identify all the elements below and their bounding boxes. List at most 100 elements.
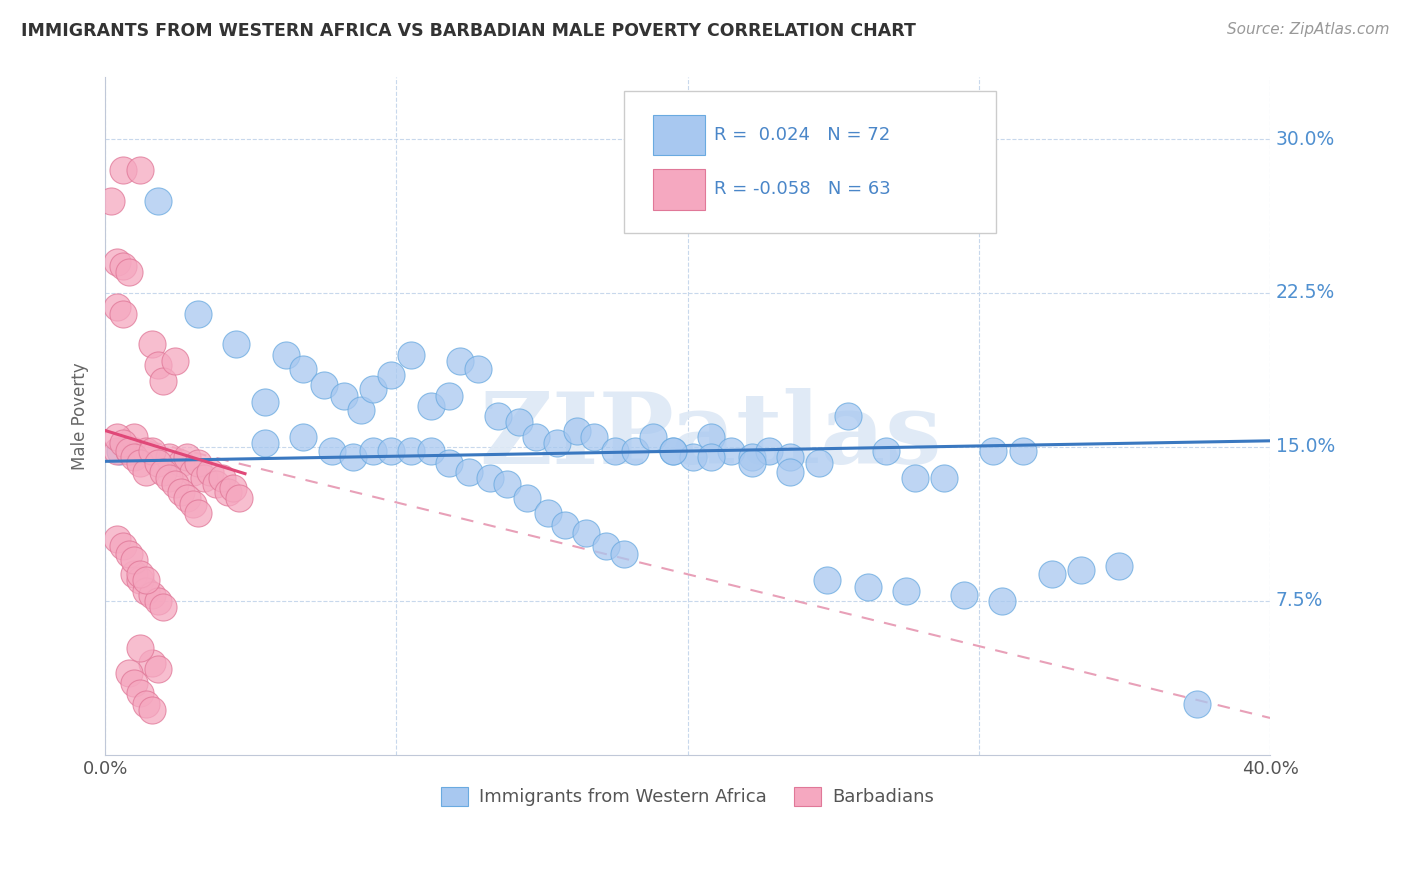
Point — [129, 567, 152, 582]
Point — [662, 444, 685, 458]
Legend: Immigrants from Western Africa, Barbadians: Immigrants from Western Africa, Barbadia… — [434, 780, 941, 814]
Point — [274, 348, 297, 362]
Point — [953, 588, 976, 602]
Point — [1070, 563, 1092, 577]
Point — [152, 600, 174, 615]
Point — [682, 450, 704, 465]
Point — [117, 547, 139, 561]
Point — [176, 491, 198, 506]
Point — [193, 471, 215, 485]
Point — [117, 444, 139, 458]
Point — [187, 456, 209, 470]
Point — [187, 306, 209, 320]
Point — [135, 574, 157, 588]
Text: IMMIGRANTS FROM WESTERN AFRICA VS BARBADIAN MALE POVERTY CORRELATION CHART: IMMIGRANTS FROM WESTERN AFRICA VS BARBAD… — [21, 22, 915, 40]
Point — [478, 471, 501, 485]
Point — [129, 162, 152, 177]
Point — [741, 456, 763, 470]
Point — [100, 194, 122, 208]
Point — [105, 533, 128, 547]
Point — [170, 485, 193, 500]
Point — [595, 539, 617, 553]
Point — [399, 444, 422, 458]
Point — [141, 444, 163, 458]
Point — [613, 547, 636, 561]
Point — [254, 394, 277, 409]
Point — [1187, 697, 1209, 711]
Point — [217, 485, 239, 500]
Point — [105, 301, 128, 315]
Point — [624, 444, 647, 458]
Point — [124, 553, 146, 567]
Point — [546, 435, 568, 450]
Text: 15.0%: 15.0% — [1275, 437, 1336, 457]
Text: 7.5%: 7.5% — [1275, 591, 1323, 610]
Point — [524, 430, 547, 444]
Point — [399, 348, 422, 362]
Point — [105, 430, 128, 444]
Point — [129, 456, 152, 470]
Point — [141, 703, 163, 717]
Point — [508, 415, 530, 429]
Point — [105, 444, 128, 458]
Point — [894, 583, 917, 598]
Point — [437, 389, 460, 403]
Point — [146, 194, 169, 208]
Point — [187, 506, 209, 520]
Point — [129, 574, 152, 588]
Point — [342, 450, 364, 465]
FancyBboxPatch shape — [624, 91, 997, 233]
Point — [700, 430, 723, 444]
Y-axis label: Male Poverty: Male Poverty — [72, 362, 89, 470]
Point — [129, 641, 152, 656]
Point — [779, 465, 801, 479]
Point — [124, 450, 146, 465]
Point — [222, 481, 245, 495]
Point — [146, 662, 169, 676]
Point — [111, 260, 134, 274]
Point — [361, 444, 384, 458]
Point — [135, 583, 157, 598]
Point — [516, 491, 538, 506]
Point — [157, 471, 180, 485]
Point — [117, 444, 139, 458]
Point — [181, 465, 204, 479]
Point — [554, 518, 576, 533]
Point — [111, 539, 134, 553]
Point — [105, 255, 128, 269]
Point — [312, 378, 335, 392]
Point — [108, 444, 131, 458]
Point — [815, 574, 838, 588]
Point — [467, 362, 489, 376]
Point — [111, 306, 134, 320]
Point — [141, 588, 163, 602]
Point — [420, 399, 443, 413]
Point — [603, 444, 626, 458]
Point — [211, 471, 233, 485]
Point — [124, 430, 146, 444]
Point — [1040, 567, 1063, 582]
Point — [111, 435, 134, 450]
Point — [496, 477, 519, 491]
Point — [181, 498, 204, 512]
Text: ZIPatlas: ZIPatlas — [479, 388, 942, 485]
Point — [198, 465, 221, 479]
Point — [135, 444, 157, 458]
Point — [450, 353, 472, 368]
Point — [165, 353, 187, 368]
Point — [420, 444, 443, 458]
Point — [720, 444, 742, 458]
Point — [932, 471, 955, 485]
Point — [758, 444, 780, 458]
Point — [117, 265, 139, 279]
Text: Source: ZipAtlas.com: Source: ZipAtlas.com — [1226, 22, 1389, 37]
Point — [124, 567, 146, 582]
Point — [662, 444, 685, 458]
Point — [875, 444, 897, 458]
Point — [254, 435, 277, 450]
Point — [146, 594, 169, 608]
Point — [458, 465, 481, 479]
Point — [146, 456, 169, 470]
Text: R = -0.058   N = 63: R = -0.058 N = 63 — [714, 180, 891, 198]
Point — [983, 444, 1005, 458]
